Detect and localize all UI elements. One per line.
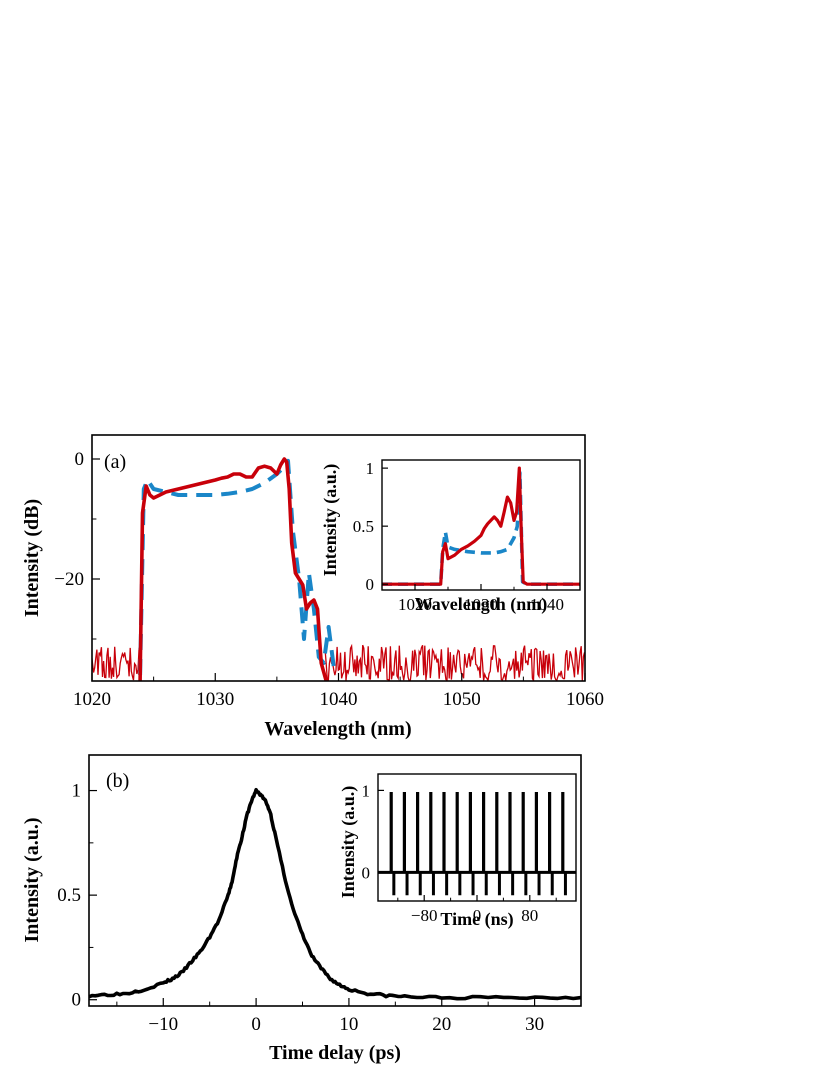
panel-a-inset-xtick-label: 1030 bbox=[464, 595, 498, 614]
panel-a-xtick-label: 1030 bbox=[196, 689, 234, 710]
panel-a-inset-ytick-label: 0.5 bbox=[353, 517, 374, 536]
panel-a-inset-y-axis-label: Intensity (a.u.) bbox=[320, 464, 341, 577]
panel-b-ytick-label: 0.5 bbox=[57, 885, 81, 906]
panel-a-inset-ytick-label: 0 bbox=[366, 575, 375, 594]
panel-b-inset-plot-area bbox=[378, 792, 576, 896]
panel-b-plot-area bbox=[88, 787, 582, 1001]
panel-b-inset-ytick-label: 0 bbox=[362, 863, 371, 882]
panel-a-noise-floor-1 bbox=[324, 643, 585, 681]
panel-b-frame bbox=[88, 754, 582, 1007]
panel-b-xtick-label: 20 bbox=[432, 1014, 451, 1035]
panel-b-xtick-label: −10 bbox=[148, 1014, 178, 1035]
panel-a-label: (a) bbox=[104, 451, 126, 473]
panel-a-inset-series-solid bbox=[382, 466, 580, 586]
panel-a-x-axis-label: Wavelength (nm) bbox=[264, 718, 411, 740]
panel-a-xtick-label: 1050 bbox=[443, 689, 481, 710]
panel-a: 1020 1030 1040 1050 1060 0 −20 (a) Wavelength … bbox=[21, 434, 604, 740]
panel-b-x-axis-label: Time delay (ps) bbox=[269, 1042, 401, 1064]
panel-a-noise-floor-0 bbox=[92, 646, 140, 681]
panel-a-inset-series-dashed bbox=[382, 471, 580, 586]
panel-a-inset-ytick-label: 1 bbox=[366, 459, 375, 478]
panel-b-xtick-label: 30 bbox=[525, 1014, 544, 1035]
panel-a-inset-xtick-label: 1040 bbox=[530, 595, 564, 614]
panel-a-plot-area bbox=[92, 457, 585, 681]
panel-a-ytick-label: −20 bbox=[54, 569, 84, 590]
panel-a-xtick-label: 1060 bbox=[566, 689, 604, 710]
panel-a-inset-x-axis-label: Wavelength (nm) bbox=[415, 594, 548, 615]
panel-b-inset-xtick-label: −80 bbox=[411, 906, 438, 925]
panel-a-inset-ticks: 1020 1030 1040 0 0.5 1 bbox=[353, 459, 564, 614]
panel-b-label: (b) bbox=[106, 770, 129, 792]
panel-a-series-dashed bbox=[138, 458, 337, 676]
panel-b-ytick-label: 0 bbox=[72, 990, 82, 1011]
panel-a-ticks: 1020 1030 1040 1050 1060 0 −20 bbox=[54, 449, 604, 710]
panel-b-xtick-label: 10 bbox=[339, 1014, 358, 1035]
panel-b-series-autocorrelation bbox=[88, 787, 582, 1001]
panel-b-inset: −80 0 80 0 1 Time (ns) Intensity (a.u.) bbox=[338, 773, 577, 930]
panel-b-inset-xtick-label: 80 bbox=[521, 906, 538, 925]
panel-b-inset-ticks: −80 0 80 0 1 bbox=[362, 781, 557, 925]
panel-a-y-axis-label: Intensity (dB) bbox=[21, 499, 43, 617]
panel-b-xtick-label: 0 bbox=[251, 1014, 261, 1035]
panel-b-inset-x-axis-label: Time (ns) bbox=[440, 909, 513, 930]
panel-b-inset-xtick-label: 0 bbox=[473, 906, 482, 925]
panel-b-y-axis-label: Intensity (a.u.) bbox=[21, 817, 43, 942]
panel-a-inset-xtick-label: 1020 bbox=[398, 595, 432, 614]
panel-a-ytick-label: 0 bbox=[75, 449, 85, 470]
panel-b-ytick-label: 1 bbox=[72, 781, 82, 802]
panel-a-inset: 1020 1030 1040 0 0.5 1 Wavelength (nm) Intens… bbox=[320, 459, 581, 615]
panel-a-inset-plot-area bbox=[382, 466, 580, 586]
panel-a-xtick-label: 1040 bbox=[320, 689, 358, 710]
panel-a-xtick-label: 1020 bbox=[73, 689, 111, 710]
panel-b-inset-y-axis-label: Intensity (a.u.) bbox=[338, 786, 359, 899]
panel-b-inset-ytick-label: 1 bbox=[362, 781, 371, 800]
panel-a-series-solid bbox=[138, 457, 328, 681]
